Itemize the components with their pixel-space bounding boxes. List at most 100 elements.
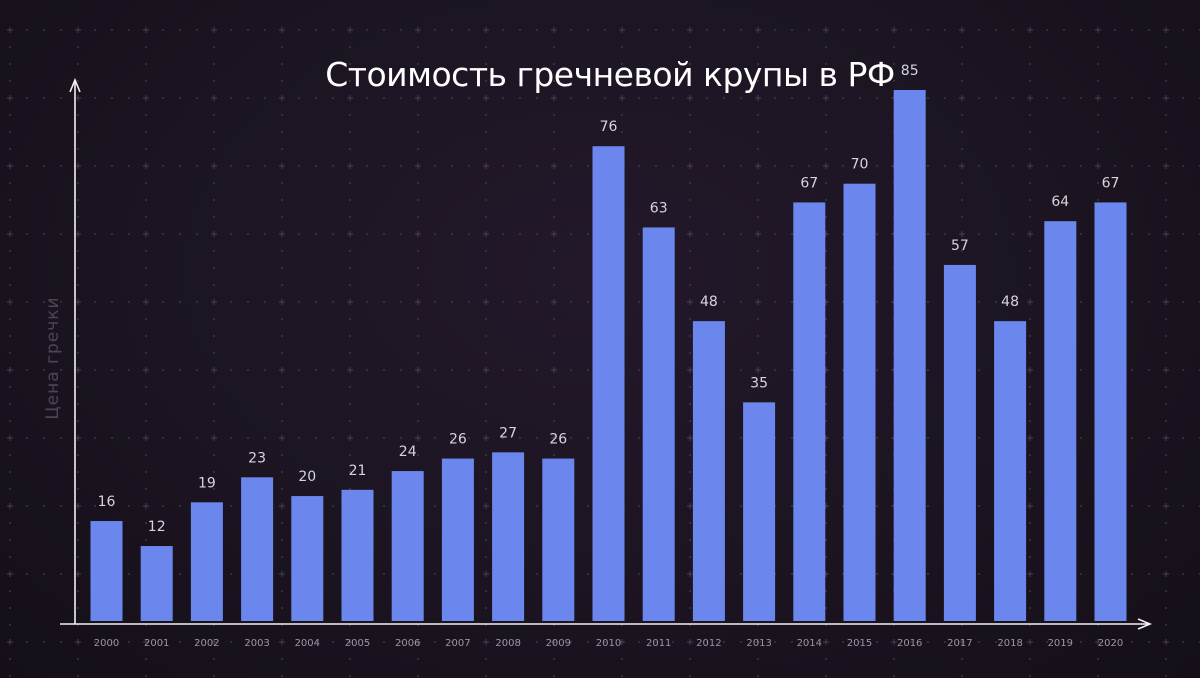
grid-dot	[689, 522, 691, 524]
grid-dot	[213, 216, 215, 218]
grid-dot	[281, 114, 283, 116]
grid-dot	[315, 301, 317, 303]
grid-dot	[774, 233, 776, 235]
grid-dot	[1165, 488, 1167, 490]
grid-dot	[672, 29, 674, 31]
grid-dot	[604, 641, 606, 643]
grid-dot	[621, 46, 623, 48]
grid-dot	[485, 607, 487, 609]
grid-dot	[502, 369, 504, 371]
grid-dot	[485, 539, 487, 541]
grid-dot	[1165, 658, 1167, 660]
grid-dot	[774, 301, 776, 303]
grid-dot	[315, 29, 317, 31]
grid-dot	[1097, 675, 1099, 677]
grid-dot	[842, 165, 844, 167]
grid-dot	[536, 233, 538, 235]
grid-dot	[519, 97, 521, 99]
grid-dot	[1029, 522, 1031, 524]
grid-dot	[587, 369, 589, 371]
grid-dot	[9, 46, 11, 48]
grid-dot	[1080, 233, 1082, 235]
grid-dot	[417, 675, 419, 677]
grid-dot	[77, 488, 79, 490]
grid-dot	[944, 641, 946, 643]
grid-dot	[417, 148, 419, 150]
grid-dot	[1165, 63, 1167, 65]
grid-dot	[842, 369, 844, 371]
grid-dot	[60, 369, 62, 371]
grid-dot	[570, 165, 572, 167]
grid-dot	[825, 182, 827, 184]
grid-dot	[349, 182, 351, 184]
grid-dot	[145, 675, 147, 677]
grid-dot	[77, 675, 79, 677]
grid-dot	[9, 624, 11, 626]
grid-dot	[145, 488, 147, 490]
grid-dot	[1046, 641, 1048, 643]
grid-dot	[468, 641, 470, 643]
grid-dot	[1165, 250, 1167, 252]
grid-dot	[1029, 148, 1031, 150]
grid-dot	[553, 675, 555, 677]
grid-dot	[128, 233, 130, 235]
grid-dot	[485, 46, 487, 48]
grid-dot	[1165, 386, 1167, 388]
grid-dot	[9, 386, 11, 388]
grid-dot	[196, 165, 198, 167]
grid-dot	[315, 165, 317, 167]
grid-dot	[1165, 182, 1167, 184]
grid-dot	[145, 403, 147, 405]
grid-dot	[281, 539, 283, 541]
grid-dot	[162, 505, 164, 507]
grid-dot	[400, 165, 402, 167]
grid-dot	[1097, 131, 1099, 133]
grid-dot	[638, 437, 640, 439]
grid-dot	[1046, 97, 1048, 99]
x-axis-arrow-icon	[1137, 618, 1153, 630]
grid-dot	[621, 131, 623, 133]
grid-dot	[179, 165, 181, 167]
grid-dot	[689, 335, 691, 337]
grid-dot	[417, 80, 419, 82]
grid-dot	[1148, 505, 1150, 507]
grid-dot	[1097, 658, 1099, 660]
grid-dot	[128, 301, 130, 303]
grid-dot	[9, 63, 11, 65]
grid-dot	[1165, 114, 1167, 116]
grid-dot	[145, 199, 147, 201]
grid-dot	[485, 114, 487, 116]
grid-dot	[1029, 352, 1031, 354]
grid-dot	[332, 573, 334, 575]
grid-dot	[825, 318, 827, 320]
grid-dot	[332, 369, 334, 371]
value-label-2001: 12	[148, 519, 166, 535]
grid-dot	[655, 641, 657, 643]
grid-dot	[1029, 46, 1031, 48]
grid-dot	[961, 250, 963, 252]
grid-dot	[1029, 216, 1031, 218]
grid-dot	[145, 284, 147, 286]
grid-dot	[349, 386, 351, 388]
grid-dot	[553, 63, 555, 65]
grid-dot	[927, 233, 929, 235]
grid-dot	[77, 114, 79, 116]
grid-dot	[434, 165, 436, 167]
grid-dot	[587, 505, 589, 507]
grid-dot	[417, 335, 419, 337]
grid-dot	[60, 437, 62, 439]
grid-dot	[689, 63, 691, 65]
grid-dot	[893, 658, 895, 660]
grid-dot	[349, 46, 351, 48]
grid-dot	[1029, 80, 1031, 82]
bars-group: 16 2000 12 2001 19 2002 23 2003 20 2004 21 2005 24 20…	[90, 63, 1127, 649]
grid-dot	[995, 97, 997, 99]
grid-dot	[1080, 301, 1082, 303]
grid-dot	[485, 352, 487, 354]
grid-dot	[944, 97, 946, 99]
grid-dot	[264, 641, 266, 643]
grid-dot	[825, 607, 827, 609]
grid-dot	[774, 29, 776, 31]
grid-dot	[1165, 131, 1167, 133]
grid-dot	[400, 437, 402, 439]
